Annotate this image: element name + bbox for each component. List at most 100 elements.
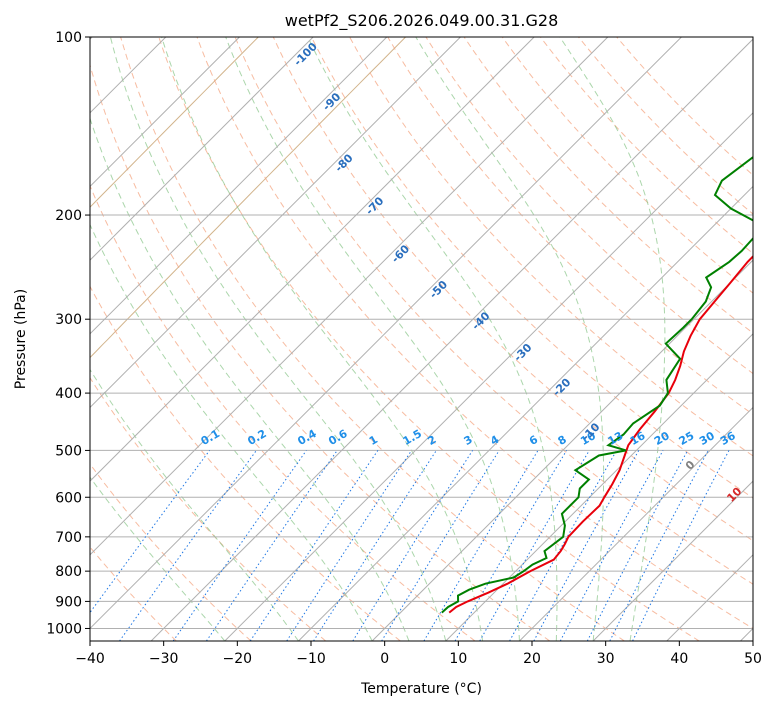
y-tick-label: 800 [55, 564, 82, 580]
mixing-ratio-line [632, 450, 730, 641]
dry-adiabat [501, 37, 753, 294]
x-tick-label: −40 [75, 651, 105, 667]
mixing-ratio-label: 3 [462, 433, 475, 448]
isotherm-label: -50 [427, 278, 450, 301]
dry-adiabat [349, 37, 753, 457]
temperature-profile [448, 255, 753, 614]
x-tick-label: 30 [597, 651, 615, 667]
isotherm-label: 10 [724, 485, 744, 505]
mixing-ratio-line [172, 450, 307, 641]
isotherm [224, 112, 753, 641]
y-tick-label: 400 [55, 386, 82, 402]
chart-title: wetPf2_S206.2026.049.00.31.G28 [285, 11, 559, 31]
dry-adiabat [463, 37, 753, 334]
mixing-ratio-label: 6 [527, 433, 540, 448]
isotherm [740, 627, 753, 641]
isotherm-label: -70 [363, 194, 386, 217]
dry-adiabat [540, 37, 753, 255]
mixing-ratio-line [313, 450, 437, 641]
dry-adiabat [120, 37, 625, 641]
x-tick-label: 0 [380, 651, 389, 667]
isotherm [90, 37, 388, 335]
y-axis-label: Pressure (hPa) [13, 289, 29, 389]
dry-adiabat [90, 63, 551, 641]
dry-adiabat [387, 37, 753, 416]
dewpoint-profile [441, 156, 753, 614]
isotherm [90, 37, 461, 409]
y-tick-label: 1000 [46, 621, 82, 637]
mixing-ratio-line [559, 450, 664, 641]
moist-adiabat [307, 37, 558, 641]
x-tick-label: 40 [670, 651, 688, 667]
reference-arc [90, 37, 406, 359]
isotherm-label: -20 [550, 376, 573, 399]
mixing-ratio-label: 30 [697, 429, 717, 448]
mixing-ratio-line [352, 450, 474, 641]
mixing-ratio-line [249, 450, 379, 641]
grid-layer [90, 37, 753, 641]
reference-arc [90, 37, 259, 208]
mixing-ratio-label: 36 [718, 429, 738, 448]
dry-adiabat [196, 37, 753, 630]
mixing-ratio-label: 0.2 [245, 427, 268, 448]
data-layer [441, 156, 753, 614]
y-tick-label: 200 [55, 208, 82, 224]
moist-adiabat [415, 37, 605, 641]
isotherm-label: 20 [758, 524, 775, 544]
dry-adiabat [90, 285, 401, 641]
isotherm-label: -40 [469, 309, 492, 332]
y-tick-label: 300 [55, 312, 82, 328]
dry-adiabat [272, 37, 753, 542]
moist-adiabat [90, 223, 373, 641]
isotherm [592, 480, 753, 641]
moist-adiabat [109, 37, 447, 641]
dry-adiabat [90, 463, 252, 641]
mixing-ratio-label: 0.4 [295, 427, 319, 448]
isotherm-label: -90 [320, 90, 343, 113]
dry-adiabat [90, 376, 327, 641]
y-tick-label: 700 [55, 530, 82, 546]
mixing-ratio-label: 16 [628, 429, 648, 448]
x-tick-label: −10 [296, 651, 326, 667]
plot-frame [89, 36, 754, 642]
mixing-ratio-label: 2 [425, 433, 438, 448]
isotherm [150, 38, 753, 641]
x-tick-label: 50 [744, 651, 762, 667]
mixing-ratio-line [286, 450, 413, 641]
mixing-ratio-line [205, 450, 338, 641]
mixing-ratio-line [423, 450, 539, 641]
isotherm-label: -80 [332, 151, 355, 174]
isotherm-label: -30 [511, 341, 534, 364]
mixing-ratio-line [454, 450, 568, 641]
dry-adiabat [158, 37, 700, 641]
mixing-ratio-label: 25 [677, 429, 697, 448]
moist-adiabat [161, 37, 484, 641]
moist-adiabat [559, 37, 666, 641]
dry-adiabat [90, 184, 476, 641]
x-tick-label: 10 [449, 651, 467, 667]
mixing-ratio-label: 0.6 [326, 427, 350, 448]
y-tick-label: 900 [55, 594, 82, 610]
y-tick-label: 500 [55, 443, 82, 459]
axes-layer: −40 −30 −20 −10 0 10 20 30 40 5010020030040050060… [46, 30, 762, 667]
isotherm [90, 37, 682, 630]
isotherm [445, 333, 753, 641]
moist-adiabat [225, 37, 520, 641]
x-tick-label: −20 [223, 651, 253, 667]
x-axis-label: Temperature (°C) [360, 681, 482, 697]
moist-adiabat [90, 116, 410, 641]
mixing-ratio-line [533, 450, 640, 641]
contour-label-layer: 0.1 0.2 0.4 0.6 1 1.5 2 3 4 6 8 10 13 16 20 25 30 36-10-2… [199, 40, 775, 544]
isotherm [298, 185, 753, 641]
dry-adiabat [310, 37, 753, 499]
isotherm [90, 37, 314, 261]
mixing-ratio-line [381, 450, 500, 641]
mixing-ratio-line [586, 450, 689, 641]
y-tick-label: 100 [55, 30, 82, 46]
isotherm [90, 37, 240, 188]
moist-adiabat [90, 476, 226, 641]
isotherm [90, 37, 535, 482]
mixing-ratio-line [119, 450, 257, 641]
